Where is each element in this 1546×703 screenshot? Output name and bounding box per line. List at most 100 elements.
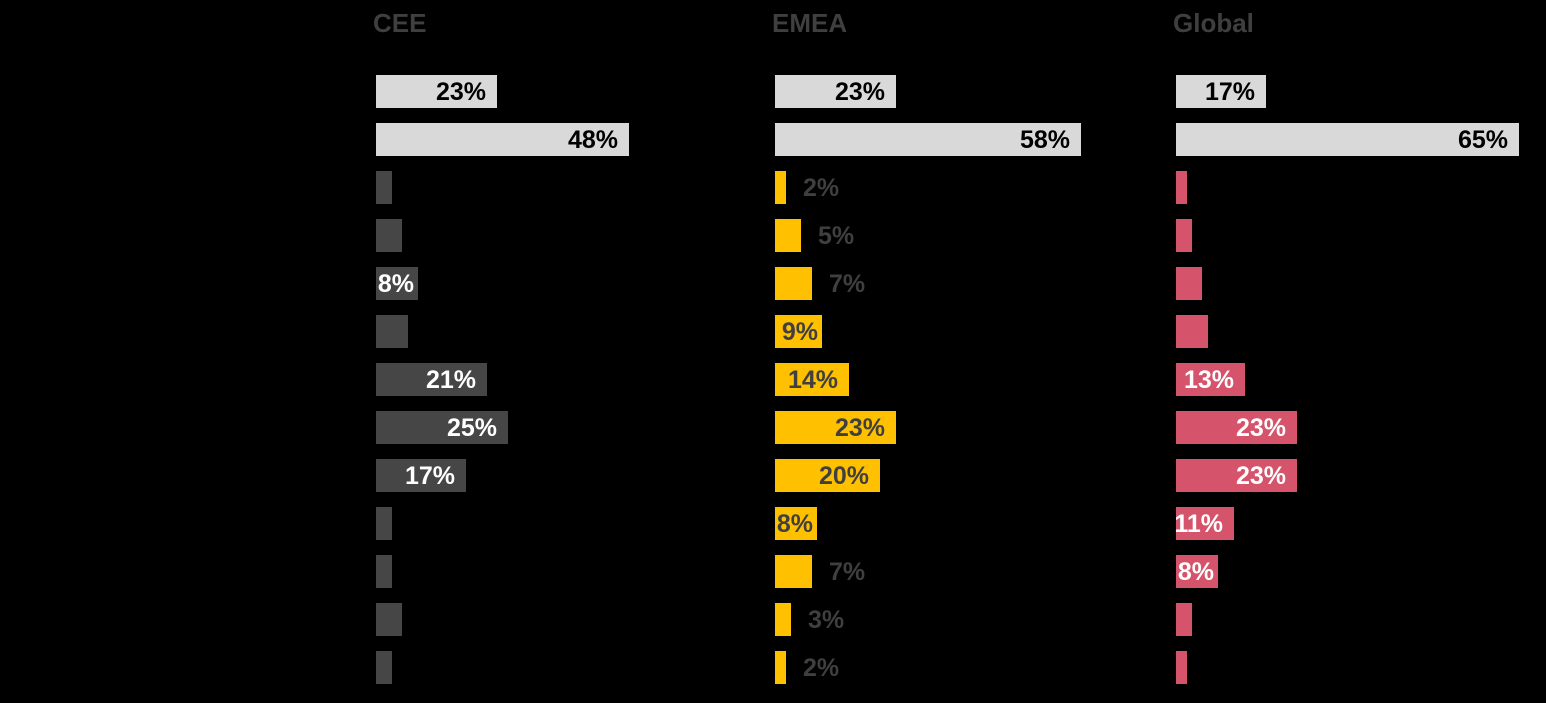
bar-label: 17% (1204, 78, 1255, 106)
bar: 14% (775, 363, 849, 396)
bar-row: 11% (1174, 507, 1234, 540)
bar-row: 21% (376, 363, 487, 396)
bar: 58% (775, 123, 1081, 156)
bar-row (376, 507, 392, 540)
bar-row: 48% (376, 123, 629, 156)
bar (376, 219, 402, 252)
bar-label: 23% (1235, 414, 1286, 442)
bar (1176, 603, 1192, 636)
column-title-cee: CEE (373, 8, 427, 38)
bar: 8% (376, 267, 418, 300)
bar (376, 603, 402, 636)
bar-row: 23% (775, 75, 896, 108)
bar-label: 2% (803, 654, 840, 682)
bar-label: 9% (781, 318, 818, 346)
bar-row: 8% (376, 267, 418, 300)
bar-row: 8% (1176, 555, 1218, 588)
bar-row: 25% (376, 411, 508, 444)
bar (1176, 171, 1187, 204)
bar-row: 58% (775, 123, 1081, 156)
bar-label: 11% (1174, 510, 1223, 538)
bar-label: 7% (829, 558, 866, 586)
bar-row: 17% (1176, 75, 1266, 108)
bar-label: 5% (818, 222, 855, 250)
bar (775, 171, 786, 204)
column-title-emea: EMEA (772, 8, 848, 38)
bar-label: 13% (1183, 366, 1234, 394)
bar-row: 5% (775, 219, 854, 252)
bar-label: 23% (435, 78, 486, 106)
bar-label: 8% (377, 270, 414, 298)
bar: 23% (1176, 459, 1297, 492)
column-cee: CEE 23% 48% 8% 21% 25% 17% (373, 0, 796, 703)
bar (775, 267, 812, 300)
bar (775, 651, 786, 684)
bar-row (376, 171, 392, 204)
bar (1176, 315, 1208, 348)
bar-row: 7% (775, 267, 865, 300)
bar-row: 17% (376, 459, 466, 492)
bar-label: 23% (834, 414, 885, 442)
bar-label: 17% (404, 462, 455, 490)
bar: 17% (1176, 75, 1266, 108)
bar: 25% (376, 411, 508, 444)
bar-label: 23% (834, 78, 885, 106)
bar: 13% (1176, 363, 1245, 396)
bar-label: 21% (425, 366, 476, 394)
bar-row (1176, 267, 1202, 300)
bar (1176, 651, 1187, 684)
bar-row: 23% (775, 411, 896, 444)
bar: 65% (1176, 123, 1519, 156)
bar-label: 3% (808, 606, 845, 634)
bar-row (376, 603, 402, 636)
bar (1176, 219, 1192, 252)
bar: 21% (376, 363, 487, 396)
column-global: Global 17% 65% 13% 23% 23% 11% 8% (1173, 0, 1546, 703)
bar-row (1176, 651, 1187, 684)
bar (1176, 267, 1202, 300)
bar-row: 13% (1176, 363, 1245, 396)
bar-row (1176, 171, 1187, 204)
bar: 23% (775, 75, 896, 108)
bar-label: 48% (567, 126, 618, 154)
bar-label: 20% (818, 462, 869, 490)
bar-row: 7% (775, 555, 865, 588)
bar: 23% (1176, 411, 1297, 444)
bar-row (1176, 603, 1192, 636)
bar (376, 315, 408, 348)
bar-row: 2% (775, 651, 839, 684)
bar-row: 65% (1176, 123, 1519, 156)
bar-row (1176, 315, 1208, 348)
column-emea: EMEA 23% 58% 2% 5% 7% 9% 14% 23% 20% 8% 7% 3% 2% (772, 0, 1195, 703)
bar: 23% (775, 411, 896, 444)
bar: 23% (376, 75, 497, 108)
bar: 48% (376, 123, 629, 156)
bar: 8% (775, 507, 817, 540)
bar-row (376, 555, 392, 588)
bar-label: 25% (446, 414, 497, 442)
bar-row (1176, 219, 1192, 252)
bar-row: 23% (1176, 411, 1297, 444)
bar-row (376, 219, 402, 252)
bar-label: 8% (1177, 558, 1214, 586)
bar-row: 14% (775, 363, 849, 396)
bar (775, 219, 801, 252)
bar-row: 9% (775, 315, 822, 348)
bar-row (376, 315, 408, 348)
bar: 8% (1176, 555, 1218, 588)
bar-row: 8% (775, 507, 817, 540)
bar (775, 603, 791, 636)
bar: 17% (376, 459, 466, 492)
bar-label: 23% (1235, 462, 1286, 490)
bar (376, 555, 392, 588)
bar (376, 651, 392, 684)
bar (376, 171, 392, 204)
bar: 20% (775, 459, 880, 492)
bar-row: 2% (775, 171, 839, 204)
bar (775, 555, 812, 588)
bar-label: 8% (776, 510, 813, 538)
bar-label: 7% (829, 270, 866, 298)
bar-label: 65% (1457, 126, 1508, 154)
bar-label: 14% (787, 366, 838, 394)
